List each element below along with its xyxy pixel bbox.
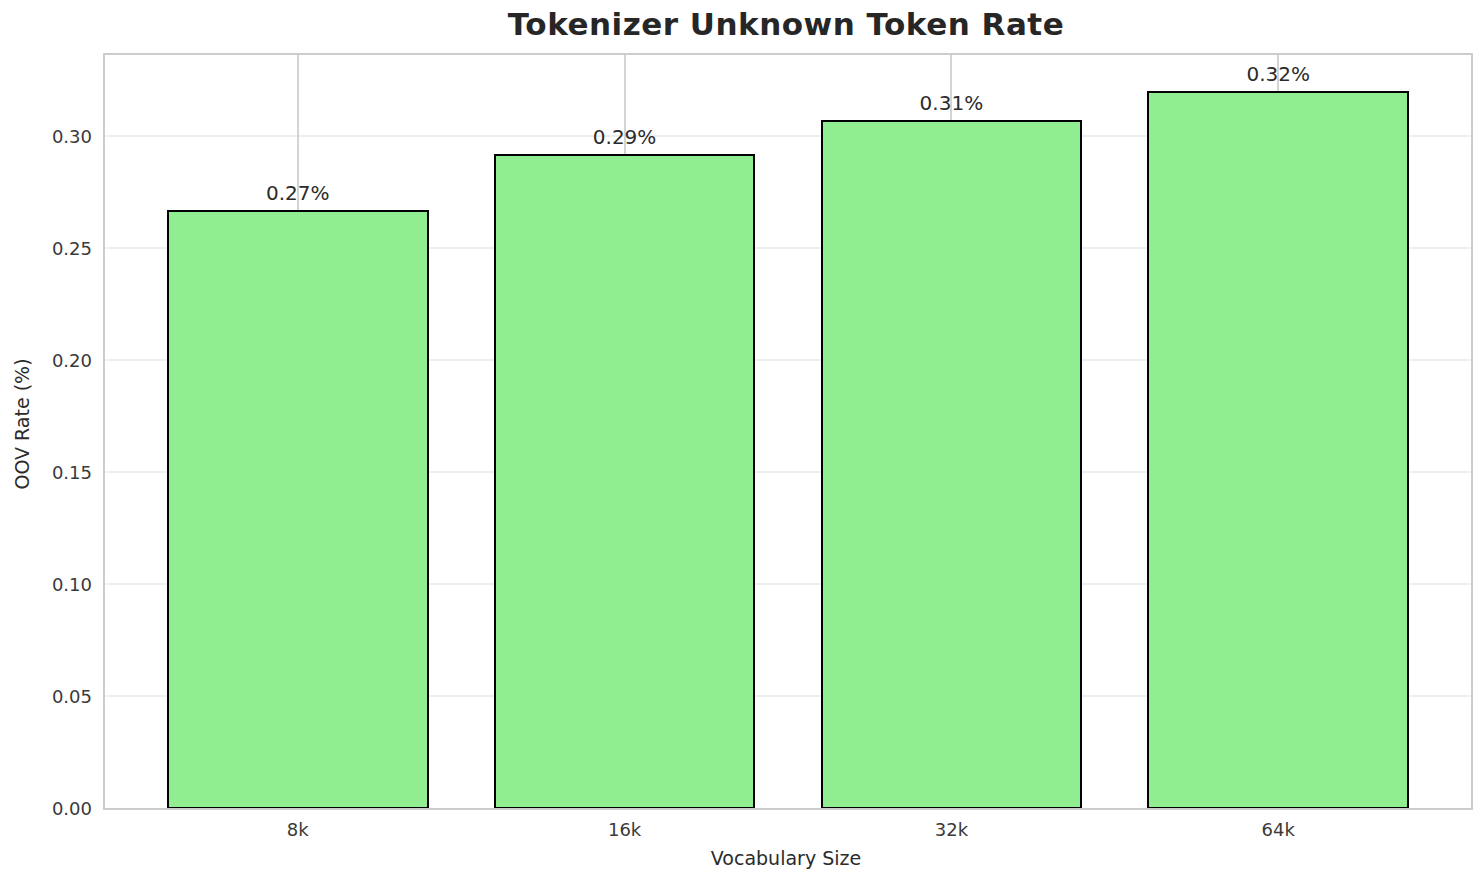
bar-32k (821, 120, 1082, 808)
y-tick-label: 0.25 (52, 237, 92, 258)
bar-value-label: 0.27% (148, 181, 448, 205)
y-tick-label: 0.30 (52, 125, 92, 146)
x-tick-label: 32k (935, 819, 968, 840)
y-tick-label: 0.05 (52, 685, 92, 706)
x-axis-label: Vocabulary Size (103, 847, 1469, 869)
y-axis-label: OOV Rate (%) (11, 358, 33, 489)
bar-16k (494, 154, 755, 808)
figure: Tokenizer Unknown Token Rate 0.27%0.29%0… (0, 0, 1484, 885)
x-tick-label: 16k (608, 819, 641, 840)
bar-value-label: 0.32% (1128, 62, 1428, 86)
y-tick-label: 0.10 (52, 573, 92, 594)
y-tick-label: 0.15 (52, 461, 92, 482)
plot-area: 0.27% 0.29% 0.31% 0.32% (103, 53, 1473, 810)
bar-value-label: 0.31% (801, 91, 1101, 115)
y-tick-label: 0.20 (52, 349, 92, 370)
x-tick-label: 8k (287, 819, 309, 840)
y-tick-label: 0.00 (52, 798, 92, 819)
chart-title: Tokenizer Unknown Token Rate (103, 6, 1469, 42)
bar-value-label: 0.29% (475, 125, 775, 149)
x-tick-label: 64k (1262, 819, 1295, 840)
bar-64k (1147, 91, 1408, 808)
bar-8k (167, 210, 428, 808)
